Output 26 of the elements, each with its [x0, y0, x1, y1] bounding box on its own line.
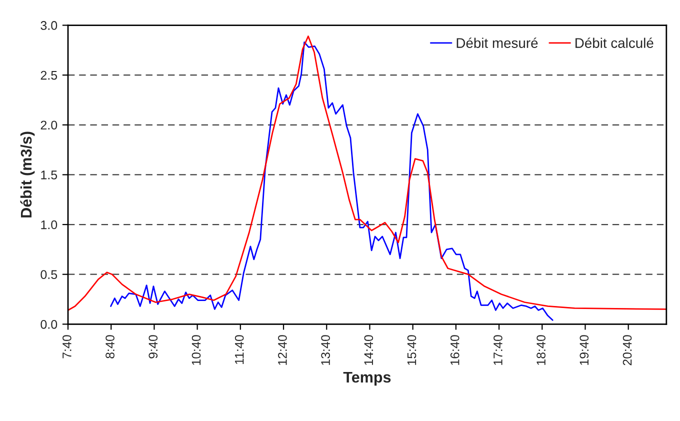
x-tick-label: 8:40: [106, 335, 114, 358]
x-tick-label: 14:40: [364, 335, 374, 365]
x-tick-label: 16:40: [450, 335, 460, 365]
x-tick-label: 19:40: [580, 335, 589, 365]
x-tick-label: 7:40: [62, 335, 72, 358]
x-tick-label: 15:40: [407, 335, 416, 365]
legend-label: Débit mesuré: [456, 38, 538, 48]
y-tick-label: 0.5: [40, 270, 58, 280]
y-tick-label: 1.0: [41, 220, 58, 230]
x-tick-label: 11:40: [234, 335, 244, 364]
x-tick-label: 20:40: [622, 335, 632, 366]
x-tick-label: 18:40: [536, 335, 546, 365]
x-tick-label: 13:40: [321, 335, 330, 365]
x-tick-label: 17:40: [494, 335, 502, 365]
y-tick-label: 2.0: [40, 120, 58, 130]
x-axis-title: Temps: [343, 372, 391, 386]
x-tick-label: 10:40: [192, 335, 201, 365]
x-tick-label: 12:40: [278, 335, 287, 365]
legend-label: Débit calculé: [576, 38, 654, 48]
y-tick-label: 2.5: [40, 70, 58, 80]
y-tick-label: 3.0: [40, 21, 58, 30]
y-tick-label: 1.5: [41, 170, 58, 180]
y-tick-label: 0.0: [40, 320, 58, 329]
x-tick-label: 9:40: [148, 335, 158, 358]
y-axis-title: Débit (m3/s): [20, 132, 35, 218]
line-series: [68, 36, 666, 311]
